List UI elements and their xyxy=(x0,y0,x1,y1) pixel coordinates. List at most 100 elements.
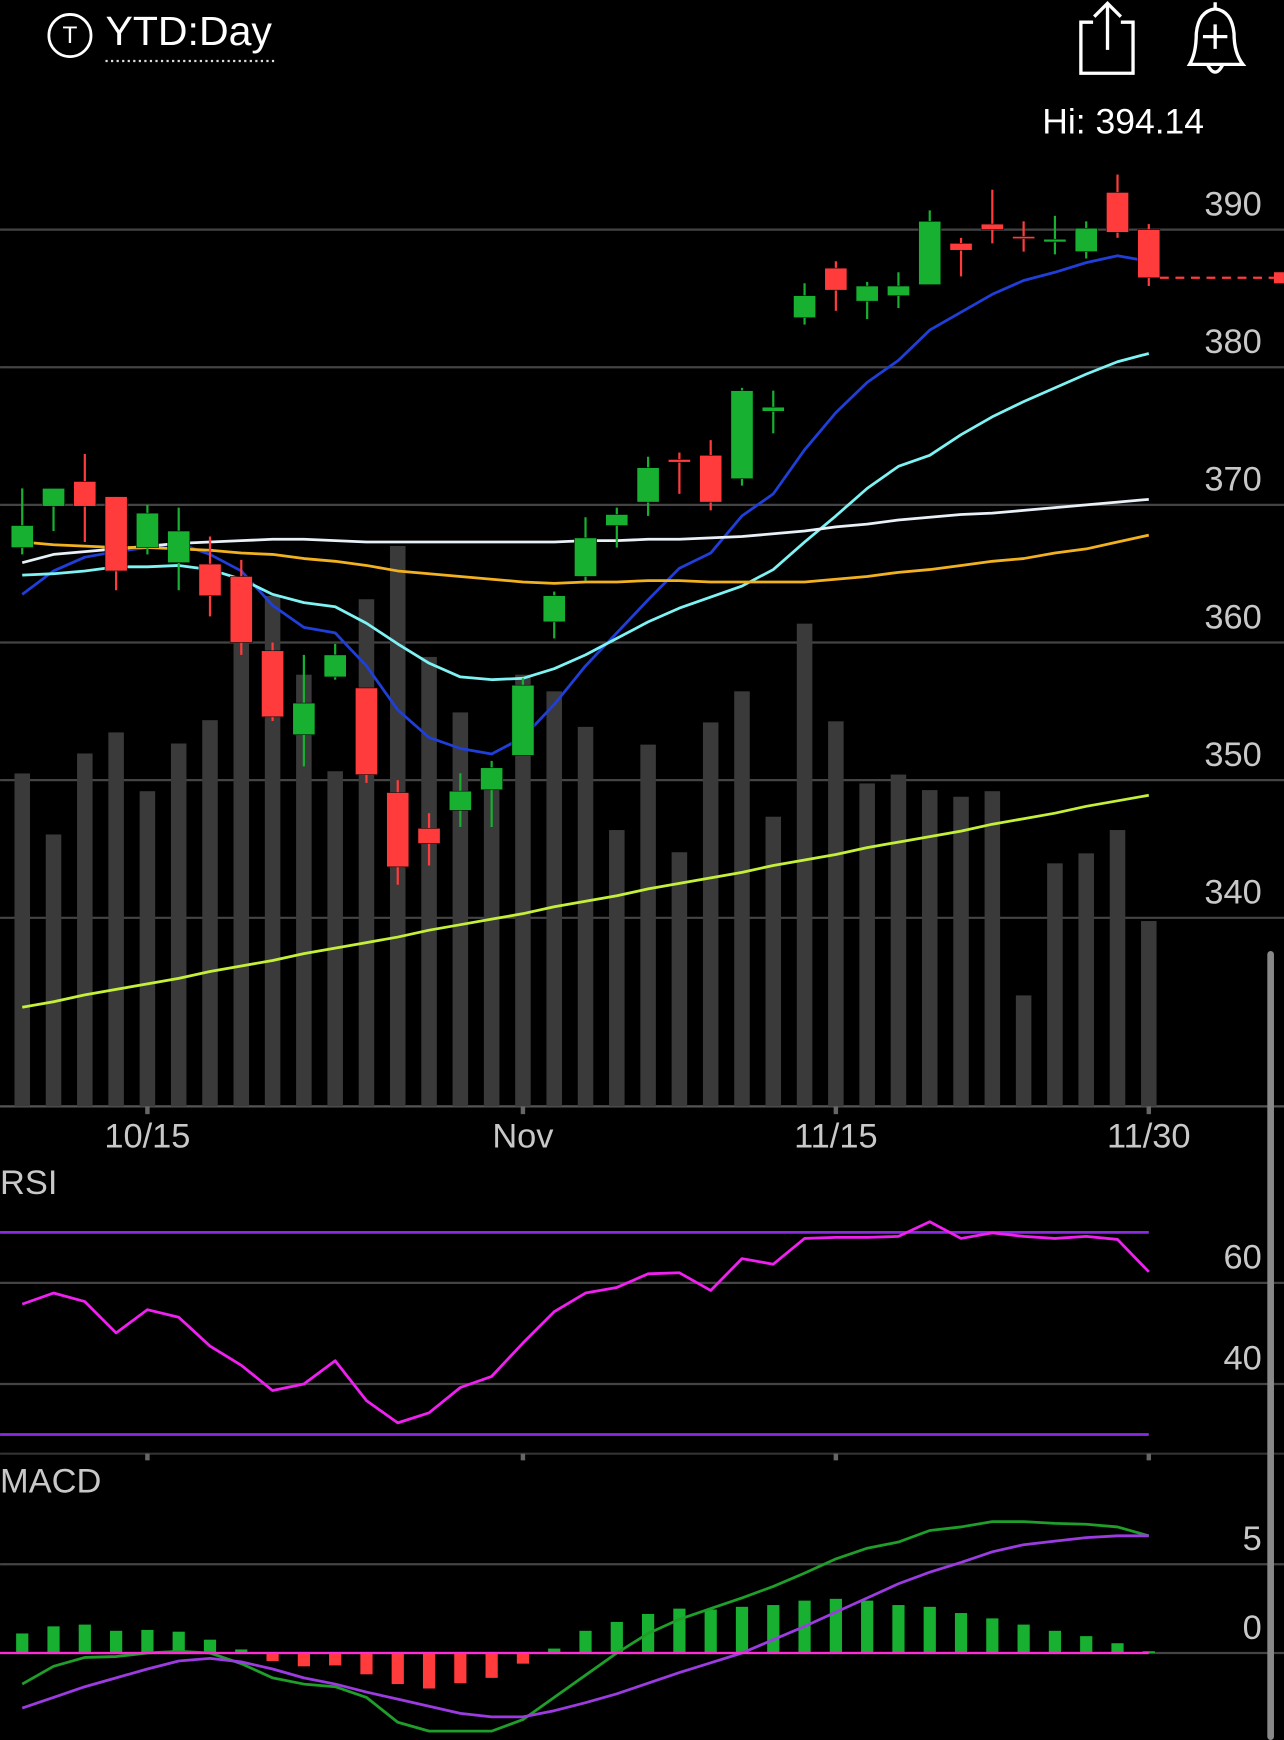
volume-bar xyxy=(108,732,124,1107)
histogram-bar xyxy=(1048,1630,1062,1653)
volume-bar xyxy=(671,852,688,1107)
candle-body xyxy=(949,243,973,251)
histogram-bar xyxy=(235,1649,248,1653)
candle-body xyxy=(73,481,97,507)
candle-body xyxy=(699,455,723,503)
bell-clapper xyxy=(1205,63,1225,74)
symbol-badge[interactable]: T xyxy=(47,13,93,58)
candle-body xyxy=(668,459,691,463)
bell-plus xyxy=(1202,2,1228,49)
share-button[interactable] xyxy=(1079,0,1135,75)
candle-body xyxy=(386,792,410,868)
histogram-bar xyxy=(203,1639,217,1653)
volume-bar xyxy=(859,783,875,1107)
x-tick-label: 11/15 xyxy=(794,1118,878,1156)
volume-bar xyxy=(1015,995,1032,1107)
y-tick-label: 60 xyxy=(1223,1239,1261,1277)
x-tick-label: 10/15 xyxy=(104,1118,190,1156)
histogram-bar xyxy=(673,1608,686,1653)
candle-body xyxy=(1106,192,1129,233)
y-tick-label: 390 xyxy=(1204,185,1261,223)
alert-button[interactable] xyxy=(1186,2,1247,74)
y-tick-label: 370 xyxy=(1204,461,1261,499)
volume-bar xyxy=(264,595,281,1107)
histogram-bar xyxy=(266,1653,279,1661)
candle-body xyxy=(1137,229,1161,279)
candle-body xyxy=(292,702,316,736)
histogram-bar xyxy=(548,1648,561,1653)
histogram-bar xyxy=(1111,1643,1124,1654)
candle-body xyxy=(605,514,629,526)
y-tick-label: 350 xyxy=(1204,736,1261,774)
volume-bar xyxy=(452,712,469,1107)
y-tick-label: 5 xyxy=(1243,1520,1262,1558)
y-tick-label: 380 xyxy=(1204,323,1261,361)
macd-line xyxy=(21,1534,1149,1719)
volume-bar xyxy=(1047,863,1063,1107)
volume-bar xyxy=(170,743,187,1107)
histogram-bar xyxy=(78,1624,91,1653)
volume-bar xyxy=(640,744,656,1107)
volume-bar xyxy=(609,830,625,1107)
candle-body xyxy=(42,488,65,507)
histogram-bar xyxy=(360,1653,373,1675)
share-box xyxy=(1079,20,1135,75)
candle-body xyxy=(542,595,566,623)
candle-body xyxy=(761,406,785,412)
candle-body xyxy=(1043,238,1067,243)
volume-bar xyxy=(828,721,844,1107)
candle-body xyxy=(355,687,378,775)
rsi-title: RSI xyxy=(0,1164,57,1202)
y-tick-label: 0 xyxy=(1243,1609,1262,1647)
candle-body xyxy=(480,767,504,791)
timeframe-title[interactable]: YTD:Day xyxy=(105,8,272,54)
volume-bar xyxy=(1078,853,1094,1107)
candle-body xyxy=(1012,236,1035,239)
y-tick-label: 40 xyxy=(1223,1340,1261,1378)
candle-body xyxy=(10,525,34,548)
volume-bar xyxy=(45,834,62,1107)
volume-bar xyxy=(483,769,500,1107)
histogram-bar xyxy=(1017,1624,1030,1653)
candle-body xyxy=(167,530,191,563)
moving-average xyxy=(21,793,1150,1009)
volume-bar xyxy=(577,726,594,1107)
histogram-bar xyxy=(704,1609,717,1653)
histogram-bar xyxy=(579,1630,592,1653)
histogram-bar xyxy=(767,1605,780,1653)
candle-body xyxy=(261,650,284,718)
candle-body xyxy=(229,576,253,643)
volume-bar xyxy=(702,722,719,1107)
bell xyxy=(1186,7,1247,67)
volume-bar xyxy=(14,773,31,1107)
histogram-bar xyxy=(47,1626,60,1653)
histogram-bar xyxy=(1080,1636,1093,1653)
histogram-bar xyxy=(454,1653,467,1684)
candle-body xyxy=(511,684,535,756)
x-tick-label: Nov xyxy=(492,1118,554,1156)
x-tick-label: 11/30 xyxy=(1107,1118,1191,1156)
candle-body xyxy=(918,221,942,285)
volume-bar xyxy=(139,791,156,1107)
candle-body xyxy=(417,828,441,844)
volume-bar xyxy=(921,790,938,1107)
badge-circle xyxy=(47,13,93,58)
volume-bar xyxy=(796,623,813,1107)
volume-bar xyxy=(953,796,969,1107)
share-arrow xyxy=(1093,0,1123,50)
volume-bar xyxy=(546,691,562,1107)
histogram-bar xyxy=(954,1613,968,1653)
histogram-bar xyxy=(16,1633,29,1653)
candle-body xyxy=(730,390,754,480)
volume-bar xyxy=(984,791,1001,1107)
histogram-bar xyxy=(861,1600,874,1653)
scrollbar[interactable] xyxy=(1267,951,1274,1740)
volume-bar xyxy=(515,674,531,1107)
volume-bar xyxy=(202,720,218,1107)
volume-bar xyxy=(77,753,93,1107)
candle-body xyxy=(448,790,472,811)
histogram-bar xyxy=(172,1631,185,1653)
plot: 340 350 360 370 380 390 40 60 0 5 10/15 Nov 11/15 11/… xyxy=(0,174,1284,1733)
last-price-marker xyxy=(1273,272,1284,284)
